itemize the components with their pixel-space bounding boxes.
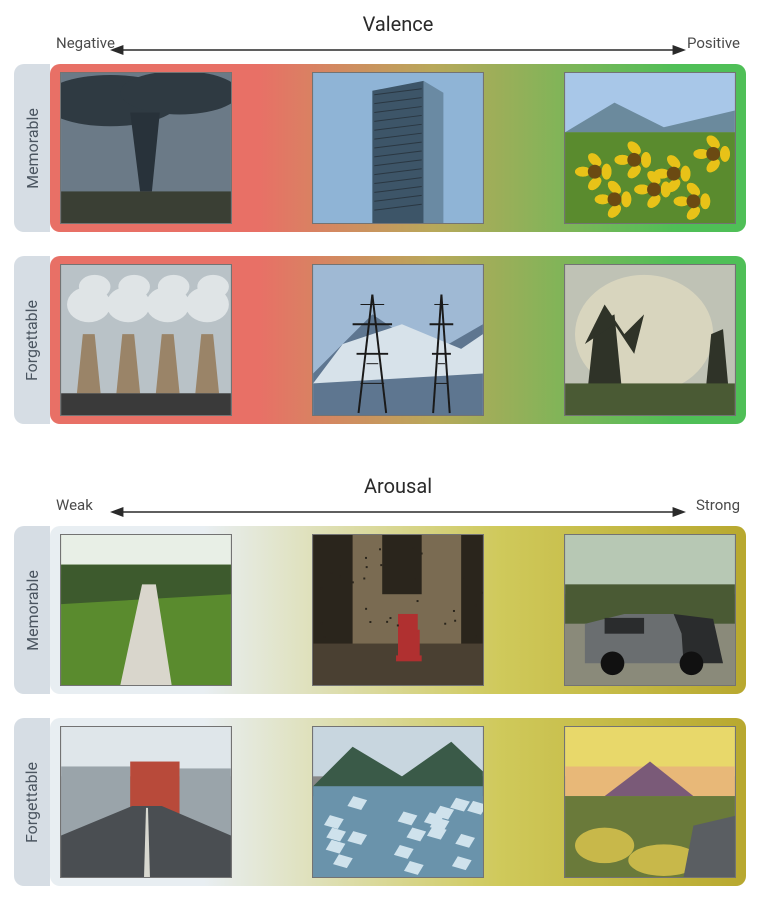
thumb-power-lines: [312, 264, 484, 416]
thumb-gravel-path: [60, 534, 232, 686]
gradient-bar: [50, 718, 746, 886]
gradient-bar: [50, 64, 746, 232]
thumb-icy-shore: [312, 726, 484, 878]
row-label-cell: Memorable: [14, 64, 50, 232]
axis-header-arousal: Arousal Weak Strong: [50, 474, 746, 526]
row-arousal-forgettable: Forgettable: [14, 718, 746, 886]
axis-label-left: Negative: [56, 34, 115, 52]
thumb-ruined-room: [312, 534, 484, 686]
axis-title: Valence: [363, 12, 434, 36]
row-valence-memorable: Memorable: [14, 64, 746, 232]
row-label-text: Memorable: [23, 570, 42, 651]
row-label-cell: Forgettable: [14, 256, 50, 424]
thumb-smokestacks: [60, 264, 232, 416]
section-arousal: Arousal Weak Strong Memorable Forgettable: [14, 474, 746, 886]
row-label-pill: Forgettable: [14, 256, 50, 424]
thumb-tornado-storm: [60, 72, 232, 224]
axis-arrow-icon: [110, 42, 686, 56]
row-label-cell: Memorable: [14, 526, 50, 694]
row-label-text: Forgettable: [23, 299, 42, 380]
axis-label-left: Weak: [56, 496, 93, 514]
row-arousal-memorable: Memorable: [14, 526, 746, 694]
section-valence: Valence Negative Positive Memorable Forgetta…: [14, 12, 746, 424]
axis-label-right: Positive: [687, 34, 740, 52]
axis-header-valence: Valence Negative Positive: [50, 12, 746, 64]
thumb-sunset-plain: [564, 726, 736, 878]
row-label-pill: Forgettable: [14, 718, 50, 886]
thumb-sunflower-field: [564, 72, 736, 224]
row-label-pill: Memorable: [14, 526, 50, 694]
thumb-crashed-car: [564, 534, 736, 686]
axis-label-right: Strong: [696, 496, 740, 514]
row-label-pill: Memorable: [14, 64, 50, 232]
gradient-bar: [50, 256, 746, 424]
row-valence-forgettable: Forgettable: [14, 256, 746, 424]
axis-title: Arousal: [364, 474, 432, 498]
row-label-text: Forgettable: [23, 761, 42, 842]
thumb-skyscraper: [312, 72, 484, 224]
axis-arrow-icon: [110, 504, 686, 518]
thumb-city-street: [60, 726, 232, 878]
row-label-text: Memorable: [23, 108, 42, 189]
thumb-misty-meadow: [564, 264, 736, 416]
row-label-cell: Forgettable: [14, 718, 50, 886]
gradient-bar: [50, 526, 746, 694]
